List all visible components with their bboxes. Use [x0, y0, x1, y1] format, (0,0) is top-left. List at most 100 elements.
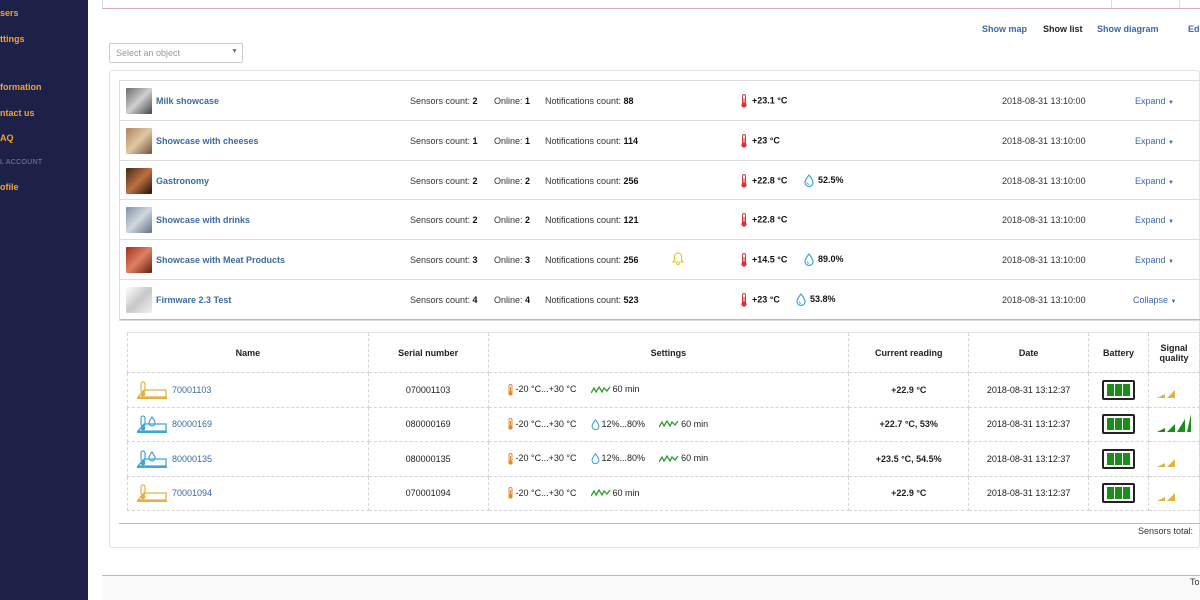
- sensors-count: Sensors count: 2: [410, 96, 478, 106]
- expand-button[interactable]: Expand ▼: [1135, 175, 1174, 186]
- sidebar-item-contact-us[interactable]: ntact us: [0, 108, 35, 118]
- table-header-row: Name Serial number Settings Current read…: [127, 332, 1200, 373]
- object-name-link[interactable]: Milk showcase: [156, 96, 220, 106]
- object-name-link[interactable]: Showcase with drinks: [156, 215, 251, 226]
- top-table-remnant: [102, 0, 1200, 9]
- last-update-time: 2018-08-31 13:10:00: [1002, 135, 1086, 146]
- signal-strength-icon: [1156, 389, 1191, 400]
- sensors-count: Sensors count: 4: [410, 294, 478, 305]
- show-map-link[interactable]: Show map: [982, 24, 1028, 34]
- current-reading: +22.7 °C, 53%: [848, 406, 970, 442]
- interval: 60 min: [658, 453, 708, 463]
- table-row[interactable]: 80000135 080000135 -20 °C...+30 °C 12%...80…: [127, 441, 1200, 477]
- object-name-link[interactable]: Gastronomy: [156, 175, 210, 186]
- caret-down-icon: ▼: [1168, 139, 1174, 146]
- sensor-name-link[interactable]: 80000169: [172, 419, 213, 430]
- object-thumbnail[interactable]: [126, 167, 152, 194]
- sensor-name-link[interactable]: 70001094: [172, 488, 213, 499]
- sensors-total: Sensors total:: [1138, 526, 1194, 536]
- divider: [102, 575, 1200, 576]
- object-thumbnail[interactable]: [126, 207, 152, 234]
- sidebar-item-users[interactable]: sers: [0, 8, 19, 18]
- sidebar-item-settings[interactable]: ttings: [0, 34, 25, 44]
- temperature-value: +23 °C: [752, 294, 780, 305]
- battery-icon: [1102, 448, 1135, 469]
- online-count: Online: 3: [494, 255, 531, 266]
- temperature-reading: +23.1 °C: [740, 94, 787, 108]
- temperature-reading: +23 °C: [740, 292, 780, 307]
- temperature-value: +22.8 °C: [752, 214, 788, 225]
- object-thumbnail[interactable]: [126, 286, 152, 313]
- object-name-link[interactable]: Showcase with cheeses: [156, 135, 259, 146]
- temperature-value: +23 °C: [752, 135, 780, 146]
- sensor-settings: -20 °C...+30 °C 12%...80% 60 min: [487, 441, 850, 477]
- battery-icon: [1102, 414, 1135, 435]
- object-thumbnail[interactable]: [126, 127, 152, 154]
- battery-cell: [1088, 372, 1149, 408]
- sensor-name-link[interactable]: 80000135: [172, 453, 213, 464]
- online-count: Online: 1: [494, 96, 531, 106]
- chevron-down-icon: ▼: [231, 48, 238, 55]
- table-row[interactable]: 80000169 080000169 -20 °C...+30 °C 12%...80…: [127, 406, 1200, 442]
- object-thumbnail[interactable]: [126, 247, 152, 274]
- sensor-icon: [136, 381, 168, 399]
- col-header-signal: Signal quality: [1147, 332, 1200, 373]
- sidebar-item-information[interactable]: formation: [0, 82, 42, 92]
- table-row[interactable]: 70001103 070001103 -20 °C...+30 °C 60 min +2…: [127, 372, 1200, 408]
- main-content: Show map Show list Show diagram Ed Selec…: [88, 0, 1200, 600]
- reading-date: 2018-08-31 13:12:37: [968, 441, 1090, 477]
- temp-range: -20 °C...+30 °C: [507, 418, 577, 430]
- show-list-link[interactable]: Show list: [1043, 24, 1083, 34]
- caret-down-icon: ▼: [1168, 259, 1174, 266]
- sensor-name-cell[interactable]: 70001103: [127, 372, 369, 408]
- caret-down-icon: ▼: [1168, 219, 1174, 226]
- col-header-reading: Current reading: [848, 332, 970, 373]
- last-update-time: 2018-08-31 13:10:00: [1002, 215, 1086, 226]
- object-row: Showcase with drinks Sensors count: 2 Onli…: [120, 200, 1200, 241]
- sidebar-item-profile[interactable]: ofile: [0, 182, 19, 192]
- object-thumbnail[interactable]: [126, 88, 152, 114]
- expand-button[interactable]: Expand ▼: [1135, 135, 1174, 146]
- humidity-value: 53.8%: [810, 293, 836, 304]
- col-header-date: Date: [968, 332, 1090, 373]
- object-name-link[interactable]: Showcase with Meat Products: [156, 255, 286, 266]
- expand-button[interactable]: Expand ▼: [1135, 215, 1174, 226]
- sidebar-item-faq[interactable]: AQ: [0, 133, 14, 143]
- sensors-count: Sensors count: 2: [410, 215, 478, 226]
- last-update-time: 2018-08-31 13:10:00: [1002, 294, 1086, 305]
- expand-button[interactable]: Expand ▼: [1135, 255, 1174, 266]
- serial-number: 080000169: [367, 406, 489, 442]
- object-name-link[interactable]: Firmware 2.3 Test: [156, 294, 232, 305]
- signal-cell: [1147, 372, 1200, 408]
- sidebar: sers ttings formation ntact us AQ L ACCO…: [0, 0, 88, 600]
- online-count: Online: 1: [494, 135, 531, 146]
- temperature-value: +14.5 °C: [752, 254, 788, 265]
- collapse-button[interactable]: Collapse ▼: [1133, 294, 1177, 305]
- show-diagram-link[interactable]: Show diagram: [1097, 24, 1159, 34]
- expand-button[interactable]: Expand ▼: [1135, 96, 1174, 106]
- temp-range: -20 °C...+30 °C: [507, 452, 577, 465]
- sensor-icon: [136, 415, 168, 434]
- sensor-name-cell[interactable]: 70001094: [127, 475, 369, 511]
- sensors-count: Sensors count: 3: [410, 255, 478, 266]
- serial-number: 070001103: [367, 372, 489, 408]
- caret-down-icon: ▼: [1168, 100, 1174, 106]
- temperature-reading: +23 °C: [740, 133, 780, 148]
- sensor-name-cell[interactable]: 80000169: [127, 406, 369, 442]
- serial-number: 070001094: [367, 475, 489, 511]
- notifications-count: Notifications count: 114: [545, 135, 639, 146]
- table-row[interactable]: 70001094 070001094 -20 °C...+30 °C 60 min +2…: [127, 475, 1200, 511]
- sensors-count: Sensors count: 1: [410, 135, 478, 146]
- objects-list: Milk showcase Sensors count: 2 Online: 1 No…: [119, 80, 1200, 321]
- humidity-reading: 52.5%: [804, 173, 844, 187]
- sensor-icon: [136, 450, 168, 468]
- bell-icon[interactable]: [671, 252, 685, 268]
- sensor-name-link[interactable]: 70001103: [172, 384, 212, 395]
- sensor-name-cell[interactable]: 80000135: [127, 441, 369, 477]
- interval: 60 min: [589, 384, 640, 394]
- battery-cell: [1088, 475, 1149, 511]
- object-select[interactable]: Select an object ▼: [109, 43, 243, 63]
- col-header-battery: Battery: [1088, 332, 1149, 373]
- object-row: Firmware 2.3 Test Sensors count: 4 Online:…: [120, 280, 1200, 320]
- edit-link[interactable]: Ed: [1188, 24, 1200, 34]
